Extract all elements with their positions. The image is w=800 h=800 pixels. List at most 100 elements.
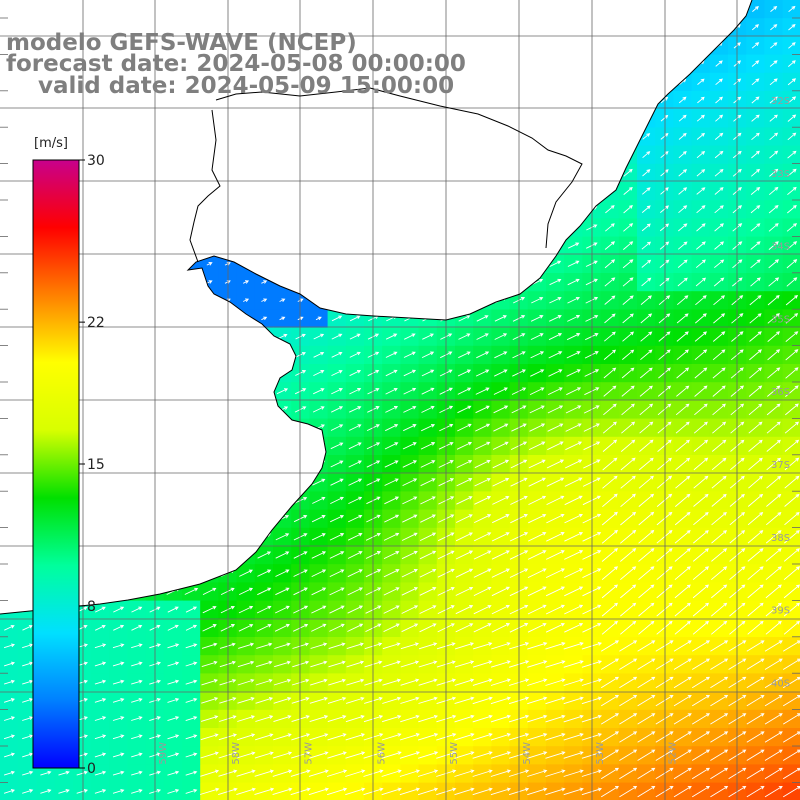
wind-arrow xyxy=(22,643,34,649)
wind-arrow xyxy=(586,242,598,249)
wind-arrow xyxy=(786,259,798,269)
wind-arrow xyxy=(602,493,618,508)
latitude-label: 33S xyxy=(771,169,790,180)
wind-arrow xyxy=(457,387,472,395)
wind-arrow xyxy=(714,205,724,214)
wind-arrow xyxy=(200,769,220,777)
wind-arrow xyxy=(620,457,636,471)
wind-arrow xyxy=(312,478,326,486)
wind-speed-cell xyxy=(782,782,800,800)
wind-arrow xyxy=(765,584,782,599)
wind-arrow xyxy=(748,421,763,434)
wind-arrow xyxy=(243,280,250,284)
colorbar: [m/s] 30 22 15 8 0 xyxy=(32,136,105,777)
wind-arrow xyxy=(714,169,724,177)
wind-arrow xyxy=(582,550,602,560)
wind-arrow xyxy=(272,787,293,796)
wind-arrow xyxy=(328,678,346,686)
wind-arrow xyxy=(642,169,651,177)
wind-arrow xyxy=(678,205,688,214)
wind-arrow xyxy=(257,551,272,559)
wind-arrow xyxy=(749,331,762,342)
wind-arrow xyxy=(692,548,709,562)
wind-arrow xyxy=(658,313,671,324)
wind-arrow xyxy=(529,423,546,432)
wind-arrow xyxy=(185,697,198,703)
wind-arrow xyxy=(206,262,213,266)
wind-arrow xyxy=(748,439,763,452)
wind-arrow xyxy=(677,295,689,306)
wind-arrow xyxy=(782,713,800,725)
wind-arrow xyxy=(547,441,564,451)
wind-arrow xyxy=(527,604,547,615)
wind-arrow xyxy=(766,511,782,526)
wind-arrow xyxy=(563,678,584,686)
wind-arrow xyxy=(712,385,726,397)
wind-arrow xyxy=(279,316,286,321)
wind-arrow xyxy=(236,769,256,777)
wind-arrow xyxy=(564,495,583,506)
latitude-label: 36S xyxy=(771,387,790,398)
wind-arrow xyxy=(638,602,655,617)
wind-arrow xyxy=(347,569,363,578)
wind-arrow xyxy=(167,624,179,631)
wind-arrow xyxy=(565,441,583,451)
wind-arrow xyxy=(493,387,508,395)
wind-arrow xyxy=(785,403,799,416)
wind-arrow xyxy=(76,770,88,776)
wind-arrow xyxy=(600,786,620,798)
wind-arrow xyxy=(675,457,691,471)
wind-arrow xyxy=(474,477,491,487)
wind-arrow xyxy=(710,786,729,798)
wind-arrow xyxy=(528,532,547,542)
wind-arrow xyxy=(236,733,256,741)
wind-arrow xyxy=(527,714,548,723)
wind-arrow xyxy=(602,421,617,434)
wind-arrow xyxy=(528,513,547,524)
wind-arrow xyxy=(751,168,760,177)
wind-arrow xyxy=(764,676,783,689)
wind-arrow xyxy=(563,714,584,723)
latitude-label: 38S xyxy=(771,533,790,544)
wind-arrow xyxy=(710,731,729,743)
wind-arrow xyxy=(677,259,688,268)
wind-arrow xyxy=(641,223,651,232)
wind-arrow xyxy=(657,403,672,416)
wind-arrow xyxy=(331,315,343,322)
wind-arrow xyxy=(313,370,325,377)
wind-arrow xyxy=(600,658,620,670)
wind-arrow xyxy=(583,459,601,469)
wind-arrow xyxy=(185,606,198,613)
wind-arrow xyxy=(712,331,726,342)
colorbar-tick-label: 15 xyxy=(87,457,105,473)
wind-arrow xyxy=(527,696,548,705)
wind-arrow xyxy=(545,568,565,579)
wind-arrow xyxy=(490,733,512,741)
wind-arrow xyxy=(621,403,635,416)
wind-arrow xyxy=(747,530,764,544)
wind-arrow xyxy=(582,604,602,615)
wind-arrow xyxy=(637,676,656,689)
wind-arrow xyxy=(329,587,345,596)
longitude-label: 59W xyxy=(158,742,169,765)
wind-arrow xyxy=(22,716,34,721)
wind-arrow xyxy=(492,459,510,469)
wind-arrow xyxy=(400,696,420,704)
wind-arrow xyxy=(403,387,417,395)
wind-arrow xyxy=(456,459,473,469)
wind-arrow xyxy=(696,187,706,195)
wind-arrow xyxy=(787,205,797,214)
wind-arrow xyxy=(131,624,143,631)
wind-arrow xyxy=(657,421,672,434)
wind-arrow xyxy=(765,602,782,617)
wind-arrow xyxy=(696,205,706,214)
colorbar-tick-label: 0 xyxy=(87,761,96,777)
wind-arrow xyxy=(787,168,797,177)
wind-arrow xyxy=(113,624,125,631)
wind-arrow xyxy=(472,751,493,759)
wind-arrow xyxy=(581,787,603,796)
wind-arrow xyxy=(784,493,800,507)
wind-arrow xyxy=(490,787,512,796)
wind-arrow xyxy=(769,96,778,104)
wind-arrow xyxy=(746,713,765,725)
